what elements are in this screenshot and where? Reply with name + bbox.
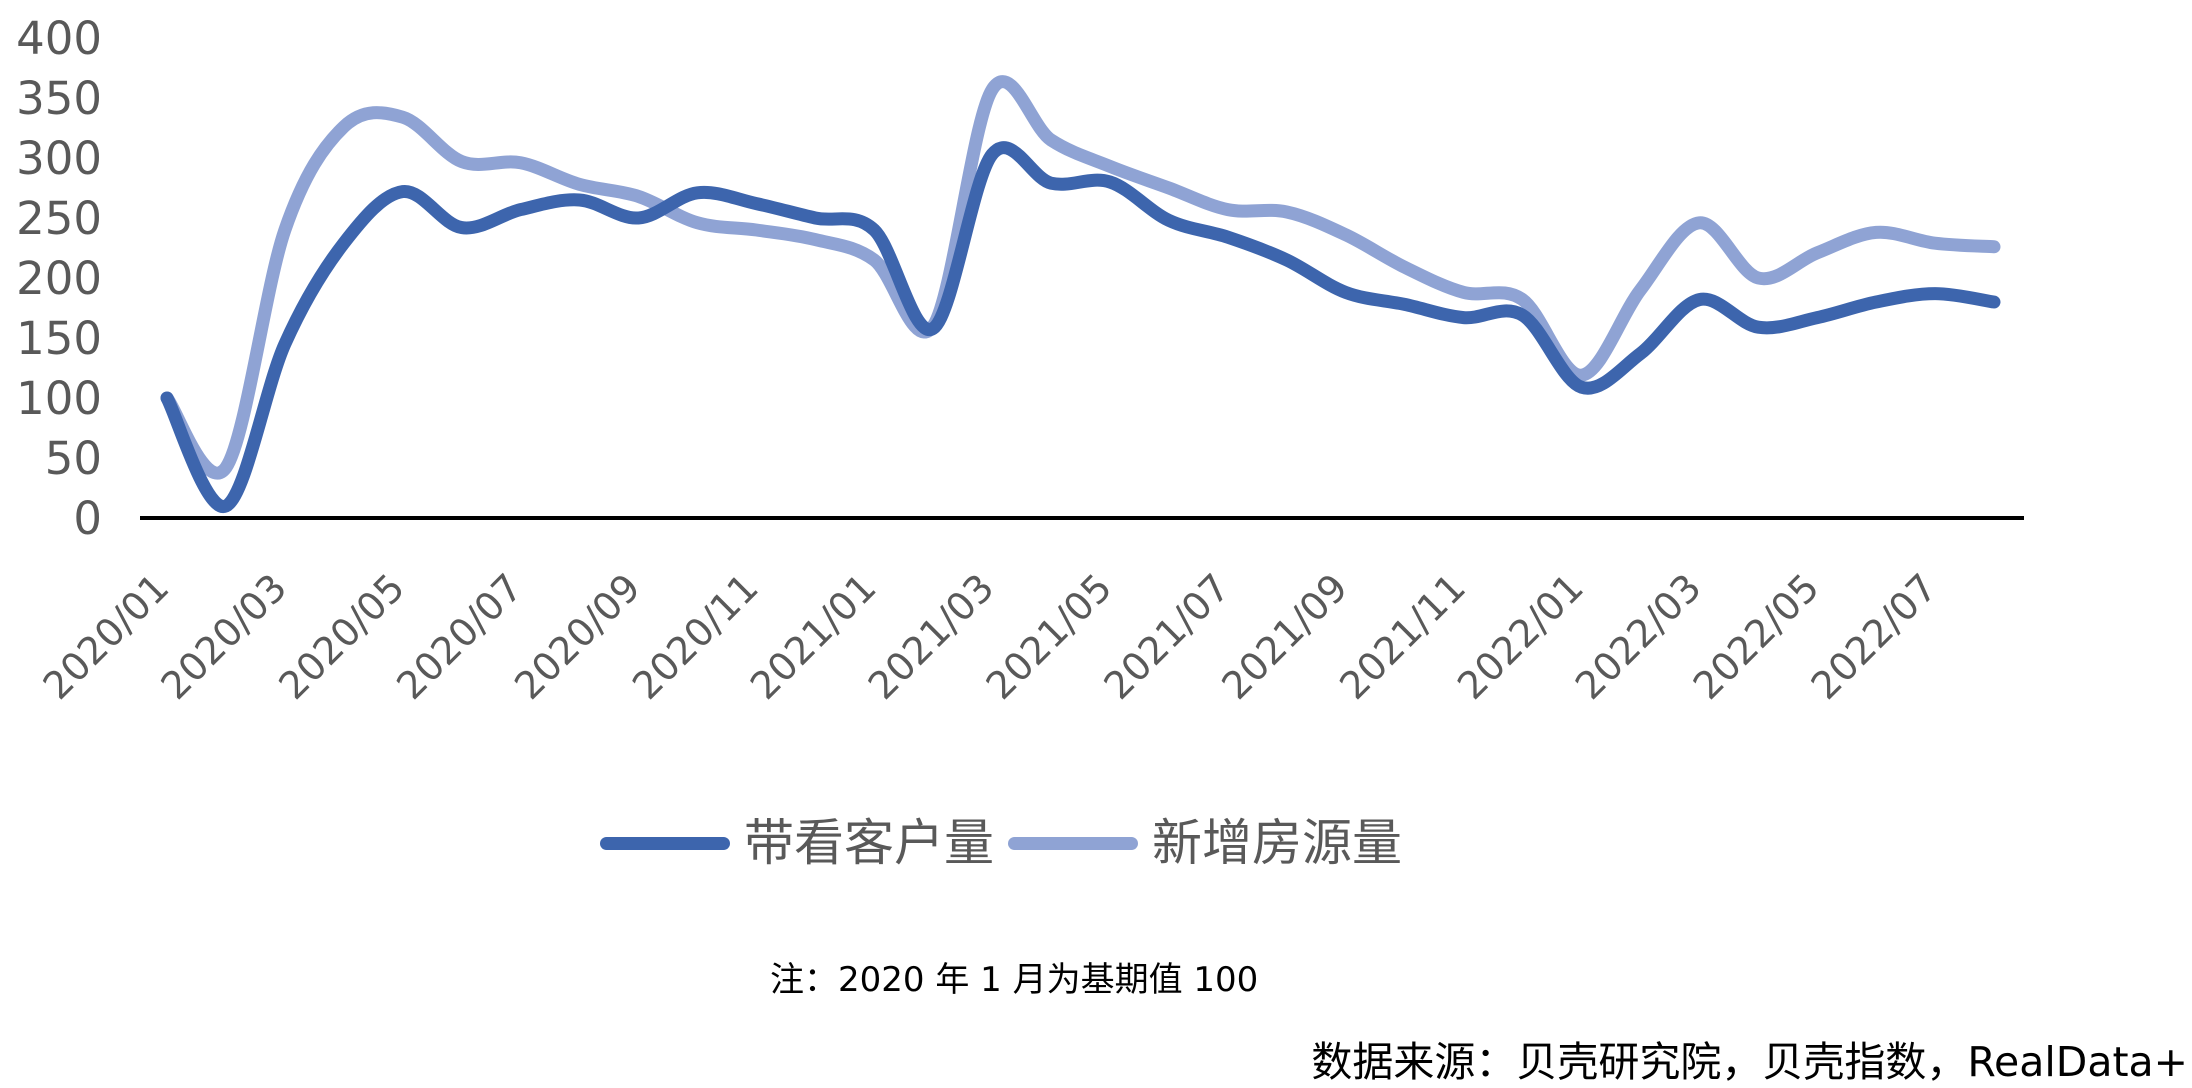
x-tick-label: 2020/11 <box>624 565 767 708</box>
x-tick-label: 2022/05 <box>1685 565 1828 708</box>
x-tick-label: 2021/05 <box>978 565 1121 708</box>
x-tick-label: 2022/03 <box>1567 565 1710 708</box>
y-tick-label: 350 <box>16 72 102 125</box>
legend-swatch-dark-blue-icon <box>600 836 730 850</box>
y-tick-label: 150 <box>16 312 102 365</box>
legend-label: 带看客户量 <box>744 814 994 872</box>
chart-note: 注：2020 年 1 月为基期值 100 <box>770 960 1259 1000</box>
y-tick-label: 200 <box>16 252 102 305</box>
y-tick-label: 100 <box>16 372 102 425</box>
legend-label: 新增房源量 <box>1152 814 1402 872</box>
x-tick-label: 2020/01 <box>35 565 178 708</box>
series-lines <box>160 75 2001 513</box>
x-tick-label: 2021/03 <box>860 565 1003 708</box>
y-tick-label: 50 <box>45 432 102 485</box>
legend-swatch-light-blue-icon <box>1008 836 1138 850</box>
y-tick-label: 400 <box>16 12 102 65</box>
legend-item-viewing-clients: 带看客户量 <box>600 808 994 878</box>
x-tick-label: 2021/01 <box>742 565 885 708</box>
x-tick-label: 2021/07 <box>1095 565 1238 708</box>
series-line <box>160 141 2001 513</box>
y-tick-label: 0 <box>73 492 102 545</box>
legend: 带看客户量 新增房源量 <box>600 808 1416 878</box>
legend-item-new-listings: 新增房源量 <box>1008 808 1402 878</box>
series-line <box>160 75 2001 480</box>
x-tick-label: 2020/07 <box>388 565 531 708</box>
x-axis-labels: 2020/012020/032020/052020/072020/092020/… <box>35 565 1946 708</box>
y-tick-label: 250 <box>16 192 102 245</box>
y-tick-label: 300 <box>16 132 102 185</box>
x-tick-label: 2020/05 <box>270 565 413 708</box>
x-tick-label: 2021/11 <box>1331 565 1474 708</box>
x-tick-label: 2021/09 <box>1213 565 1356 708</box>
y-axis-labels: 0 50 100 150 200 250 300 350 400 <box>16 12 102 545</box>
data-source: 数据来源：贝壳研究院，贝壳指数，RealData+ <box>1311 1038 2188 1086</box>
x-tick-label: 2020/09 <box>506 565 649 708</box>
x-tick-label: 2022/01 <box>1449 565 1592 708</box>
x-tick-label: 2022/07 <box>1803 565 1946 708</box>
x-tick-label: 2020/03 <box>152 565 295 708</box>
